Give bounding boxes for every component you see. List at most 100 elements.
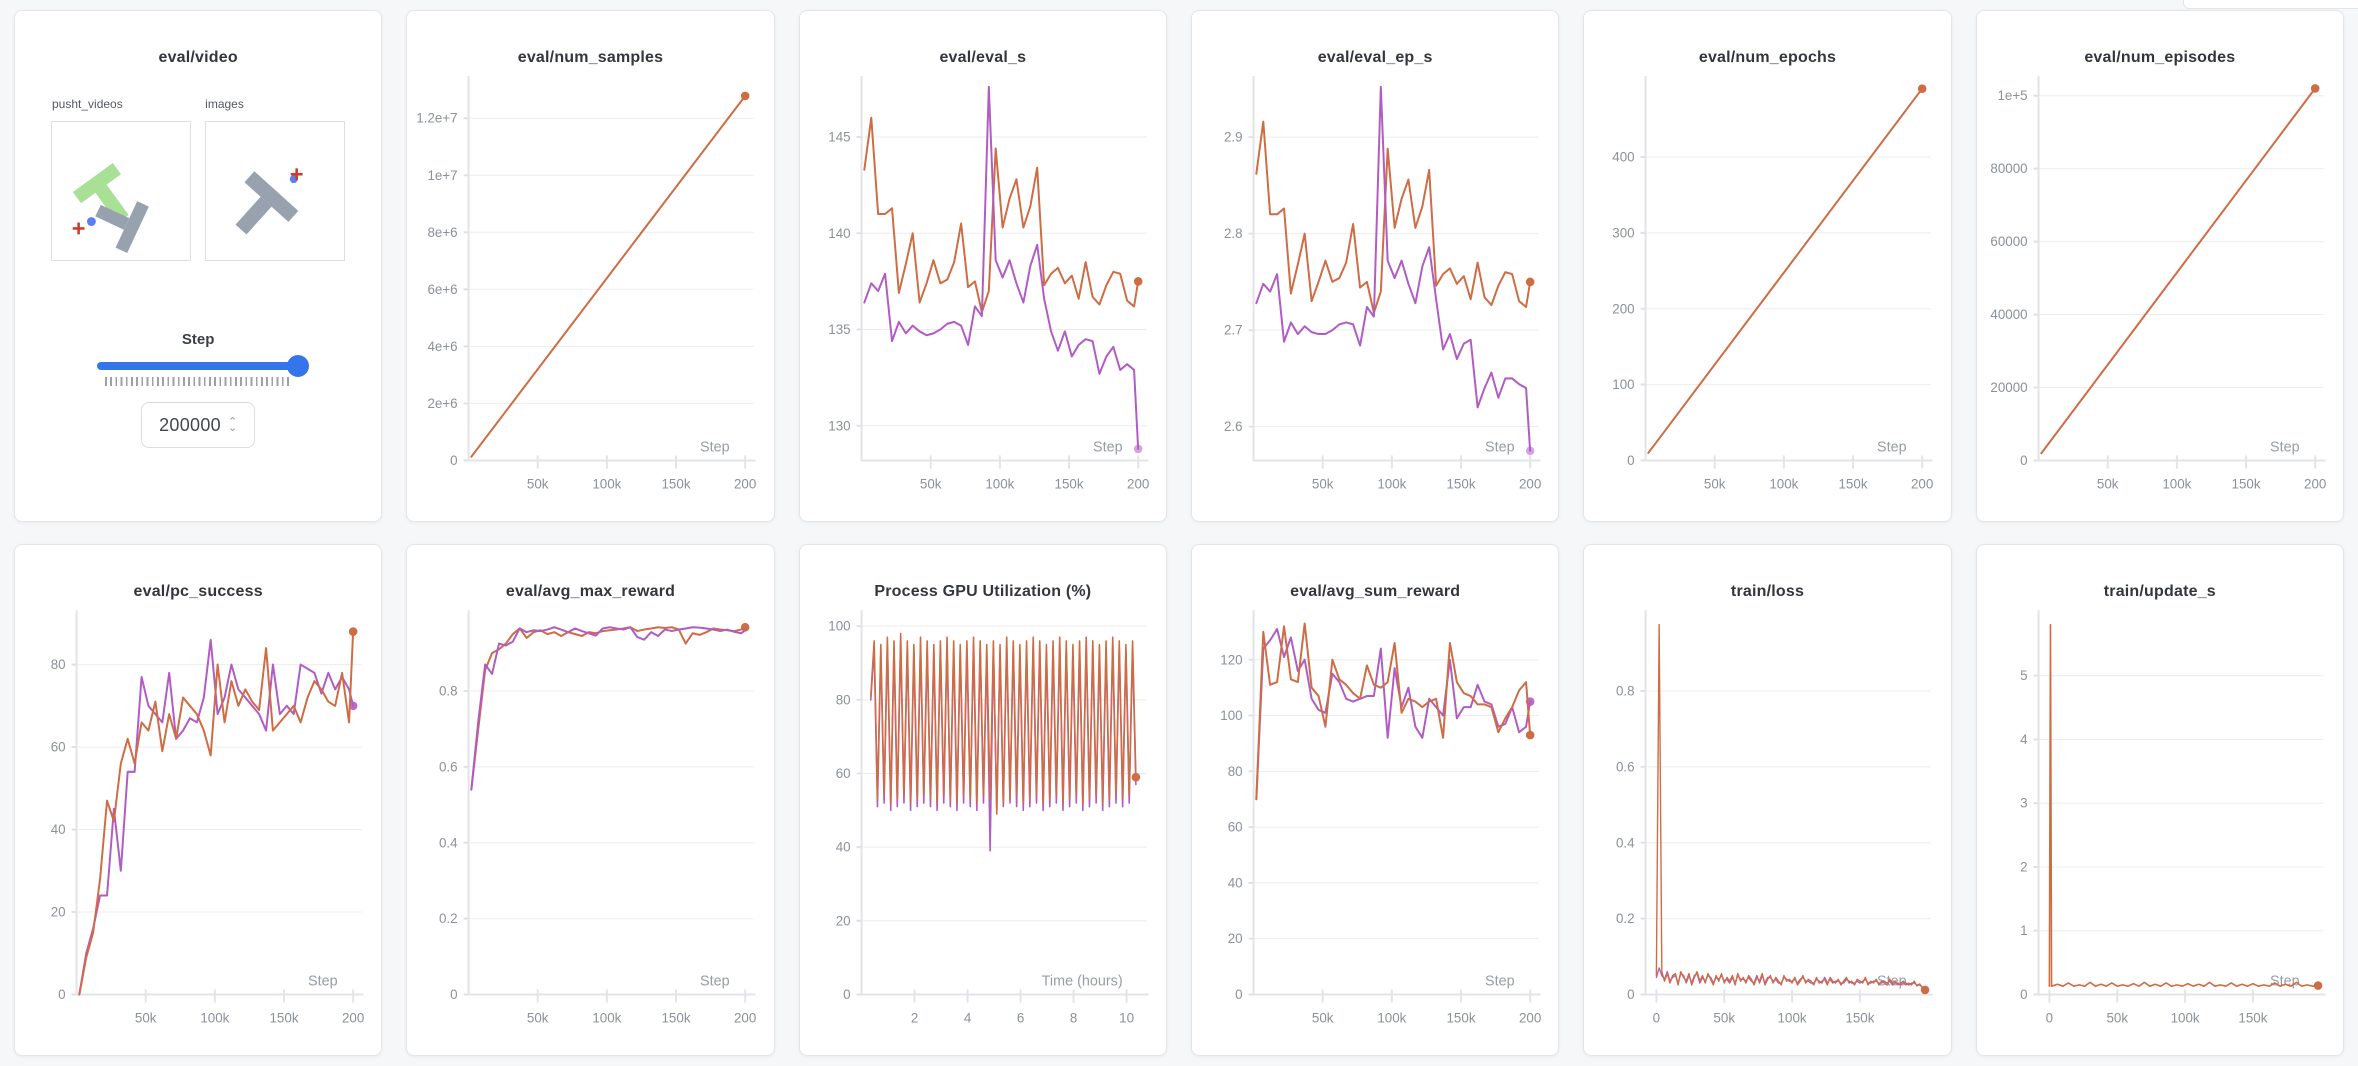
chevron-up-icon[interactable]: ⌃ [227,416,238,428]
slider-track[interactable] [97,362,300,370]
x-tick-label: 50k [527,1011,549,1026]
panel-eval-eval-s[interactable]: eval/eval_s 130 135 140 145 50k 100k 150k 200 St… [798,10,1167,522]
y-tick-label: 100 [1220,708,1242,723]
slider-knob[interactable] [287,355,310,377]
x-tick-label: 50k [2097,477,2119,492]
panel-train-loss[interactable]: train/loss 0 0.2 0.4 0.6 0.8 0 50k 100k 150k Step [1583,544,1952,1056]
y-tick-label: 0 [1628,987,1635,1002]
orange-run-endpoint-dot [2313,981,2322,990]
y-tick-label: 2.9 [1224,130,1243,145]
eval-eval-s-chart-canvas[interactable]: 130 135 140 145 50k 100k 150k 200 Step [800,67,1166,521]
y-tick-label: 300 [1613,225,1635,240]
orange-run-line [470,94,747,458]
panel-title: eval/avg_sum_reward [1290,583,1461,600]
chevron-down-icon[interactable]: ⌄ [227,422,238,434]
panel-title: eval/eval_ep_s [1317,49,1433,66]
panel-process-gpu-utilization[interactable]: Process GPU Utilization (%) 0 20 40 60 80 100… [798,544,1167,1056]
train-update-s-chart-canvas[interactable]: 0 1 2 3 4 5 0 50k 100k 150k Step [1977,601,2343,1055]
eval-num-episodes-chart-canvas[interactable]: 0 20000 40000 60000 80000 1e+5 50k 100k 150k 200 S… [1977,67,2343,521]
panel-eval-num-episodes[interactable]: eval/num_episodes 0 20000 40000 60000 80000 1… [1975,10,2344,522]
panel-eval-avg-sum-reward[interactable]: eval/avg_sum_reward 0 20 40 60 80 100 120 50k 10… [1191,544,1560,1056]
y-tick-label: 2.7 [1224,323,1243,338]
x-axis-label: Step [1485,973,1515,989]
step-slider[interactable] [97,355,310,377]
x-tick-label: 200 [734,477,756,492]
eval-avg-sum-reward-chart-canvas[interactable]: 0 20 40 60 80 100 120 50k 100k 150k 200 Step [1192,601,1558,1055]
x-tick-label: 50k [527,477,549,492]
green-t-block [73,163,129,224]
panel-title: eval/num_samples [517,49,664,66]
orange-run-endpoint-dot [741,622,750,632]
orange-run-endpoint-dot [1133,277,1143,286]
y-tick-label: 40 [51,822,66,837]
y-tick-label: 100 [828,619,850,634]
panel-eval-num-samples[interactable]: eval/num_samples 0 2e+6 4e+6 6e+6 8e+6 1e+7 1.… [406,10,775,522]
panel-eval-num-epochs[interactable]: eval/num_epochs 0 100 200 300 400 50k 100k 150k… [1583,10,1952,522]
target-cross-icon [72,222,85,235]
x-tick-label: 200 [734,1011,756,1026]
number-spinner[interactable]: ⌃ ⌄ [227,416,238,434]
x-tick-label: 4 [964,1011,972,1026]
panel-title: eval/num_epochs [1698,49,1837,66]
x-tick-label: 200 [1127,477,1149,492]
slider-tick-marks [105,377,292,386]
panel-title: eval/pc_success [133,583,263,600]
x-tick-label: 50k [920,477,942,492]
eval-num-epochs-chart-canvas[interactable]: 0 100 200 300 400 50k 100k 150k 200 Step [1584,67,1950,521]
target-cross-icon [290,168,303,181]
orange-run-endpoint-dot [1525,730,1535,740]
x-tick-label: 150k [2231,477,2260,492]
x-axis-label: Step [2270,973,2300,989]
eval-pc-success-chart-canvas[interactable]: 0 20 40 60 80 50k 100k 150k 200 Step [15,601,381,1055]
x-tick-label: 200 [342,1011,364,1026]
purple-run-line [862,85,1139,450]
x-tick-label: 100k [2170,1011,2199,1026]
panel-eval-avg-max-reward[interactable]: eval/avg_max_reward 0 0.2 0.4 0.6 0.8 50k 100k… [406,544,775,1056]
pusht-videos-thumbnail[interactable] [51,121,192,261]
orange-run-line [1656,623,1927,991]
step-input[interactable]: 200000 ⌃ ⌄ [141,402,256,448]
y-tick-label: 4e+6 [428,339,458,354]
images-thumbnail[interactable] [205,121,346,261]
x-tick-label: 50k [1714,1011,1736,1026]
x-tick-label: 200 [2304,477,2326,492]
x-tick-label: 2 [910,1011,917,1026]
gray-t-block [95,201,149,254]
orange-run-endpoint-dot [1525,277,1535,287]
y-tick-label: 60 [51,740,66,755]
x-tick-label: 50k [135,1011,157,1026]
images-scene-image [235,168,303,235]
purple-run-line [470,626,747,791]
y-tick-label: 20000 [1990,380,2027,395]
x-tick-label: 50k [1312,1011,1334,1026]
y-tick-label: 0.8 [1616,683,1635,698]
panel-train-update-s[interactable]: train/update_s 0 1 2 3 4 5 0 50k 100k 150k Step [1975,544,2344,1056]
x-tick-label: 8 [1070,1011,1077,1026]
eval-eval-ep-s-chart-canvas[interactable]: 2.6 2.7 2.8 2.9 50k 100k 150k 200 Step [1192,67,1558,521]
y-tick-label: 1e+5 [1997,88,2027,103]
panel-eval-eval-ep-s[interactable]: eval/eval_ep_s 2.6 2.7 2.8 2.9 50k 100k 150k 20… [1191,10,1560,522]
x-tick-label: 0 [1653,1011,1660,1026]
y-tick-label: 8e+6 [428,225,458,240]
y-tick-label: 20 [51,904,66,919]
y-tick-label: 0 [58,987,65,1002]
panel-eval-pc-success[interactable]: eval/pc_success 0 20 40 60 80 50k 100k 150k 200 S… [14,544,383,1056]
panel-title: eval/video [158,49,238,66]
orange-run-endpoint-dot [348,627,358,636]
purple-run-endpoint-dot [1133,444,1143,454]
y-tick-label: 0.4 [439,835,458,850]
y-tick-label: 400 [1613,149,1635,164]
step-input-value[interactable]: 200000 [159,414,221,435]
eval-avg-max-reward-chart-canvas[interactable]: 0 0.2 0.4 0.6 0.8 50k 100k 150k 200 Step [407,601,773,1055]
purple-run-endpoint-dot [348,701,358,711]
panel-eval-video[interactable]: eval/video pusht_videos images [14,10,383,522]
y-tick-label: 0 [1235,987,1242,1002]
x-axis-label: Step [2270,439,2300,455]
y-tick-label: 200 [1613,301,1635,316]
y-tick-label: 130 [828,418,850,433]
eval-num-samples-chart-canvas[interactable]: 0 2e+6 4e+6 6e+6 8e+6 1e+7 1.2e+7 50k 100k 150k 20… [407,67,773,521]
x-tick-label: 200 [1519,1011,1541,1026]
process-gpu-utilization-chart-canvas[interactable]: 0 20 40 60 80 100 2 4 6 8 10 Time (hours) [800,601,1166,1055]
y-tick-label: 0 [1628,453,1635,468]
